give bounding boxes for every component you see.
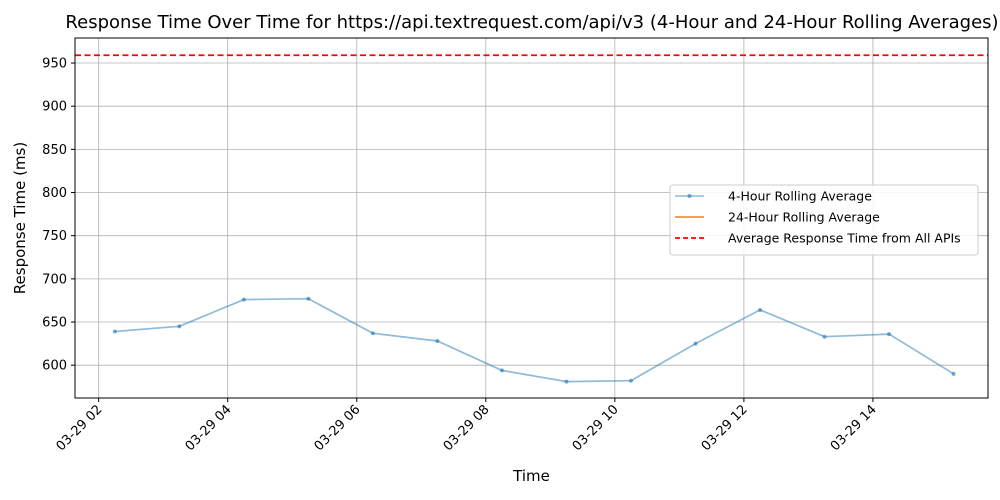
series-4h-rolling-average-line [114, 297, 955, 383]
x-tick-label: 03-29 12 [699, 402, 751, 454]
chart-title: Response Time Over Time for https://api.… [65, 12, 998, 33]
legend: 4-Hour Rolling Average 24-Hour Rolling Av… [669, 184, 979, 256]
x-tick-label: 03-29 08 [441, 402, 493, 454]
y-tick-label: 850 [42, 143, 67, 158]
y-tick-label: 800 [42, 186, 67, 201]
y-tick-label: 700 [42, 272, 67, 287]
data-point [887, 332, 892, 337]
data-point [306, 296, 311, 301]
legend-label: 24-Hour Rolling Average [728, 210, 880, 225]
x-axis-title: Time [512, 467, 550, 485]
plot-frame [74, 37, 989, 399]
data-point [564, 379, 569, 384]
y-tick-label: 950 [42, 57, 67, 72]
x-tick-label: 03-29 14 [828, 402, 880, 454]
y-tick-label: 900 [42, 100, 67, 115]
legend-label: 4-Hour Rolling Average [728, 189, 872, 204]
data-point [628, 378, 633, 383]
x-tick-label: 03-29 02 [54, 402, 106, 454]
data-point [499, 368, 504, 373]
y-tick-label: 750 [42, 229, 67, 244]
y-tick-label: 600 [42, 359, 67, 374]
series-layer [75, 54, 988, 384]
x-tick-label: 03-29 06 [312, 402, 364, 454]
data-point [370, 331, 375, 336]
data-point [951, 371, 956, 376]
data-point [693, 341, 698, 346]
data-point [241, 297, 246, 302]
legend-label: Average Response Time from All APIs [728, 231, 961, 246]
y-axis-title: Response Time (ms) [11, 142, 29, 294]
x-tick-label: 03-29 04 [183, 402, 235, 454]
legend-box [669, 184, 979, 256]
data-point [177, 324, 182, 329]
legend-marker [687, 194, 692, 198]
data-point [112, 329, 117, 334]
x-tick-label: 03-29 10 [570, 402, 622, 454]
data-point [822, 334, 827, 339]
data-point [758, 307, 763, 312]
data-point [435, 339, 440, 344]
y-tick-label: 650 [42, 316, 67, 331]
